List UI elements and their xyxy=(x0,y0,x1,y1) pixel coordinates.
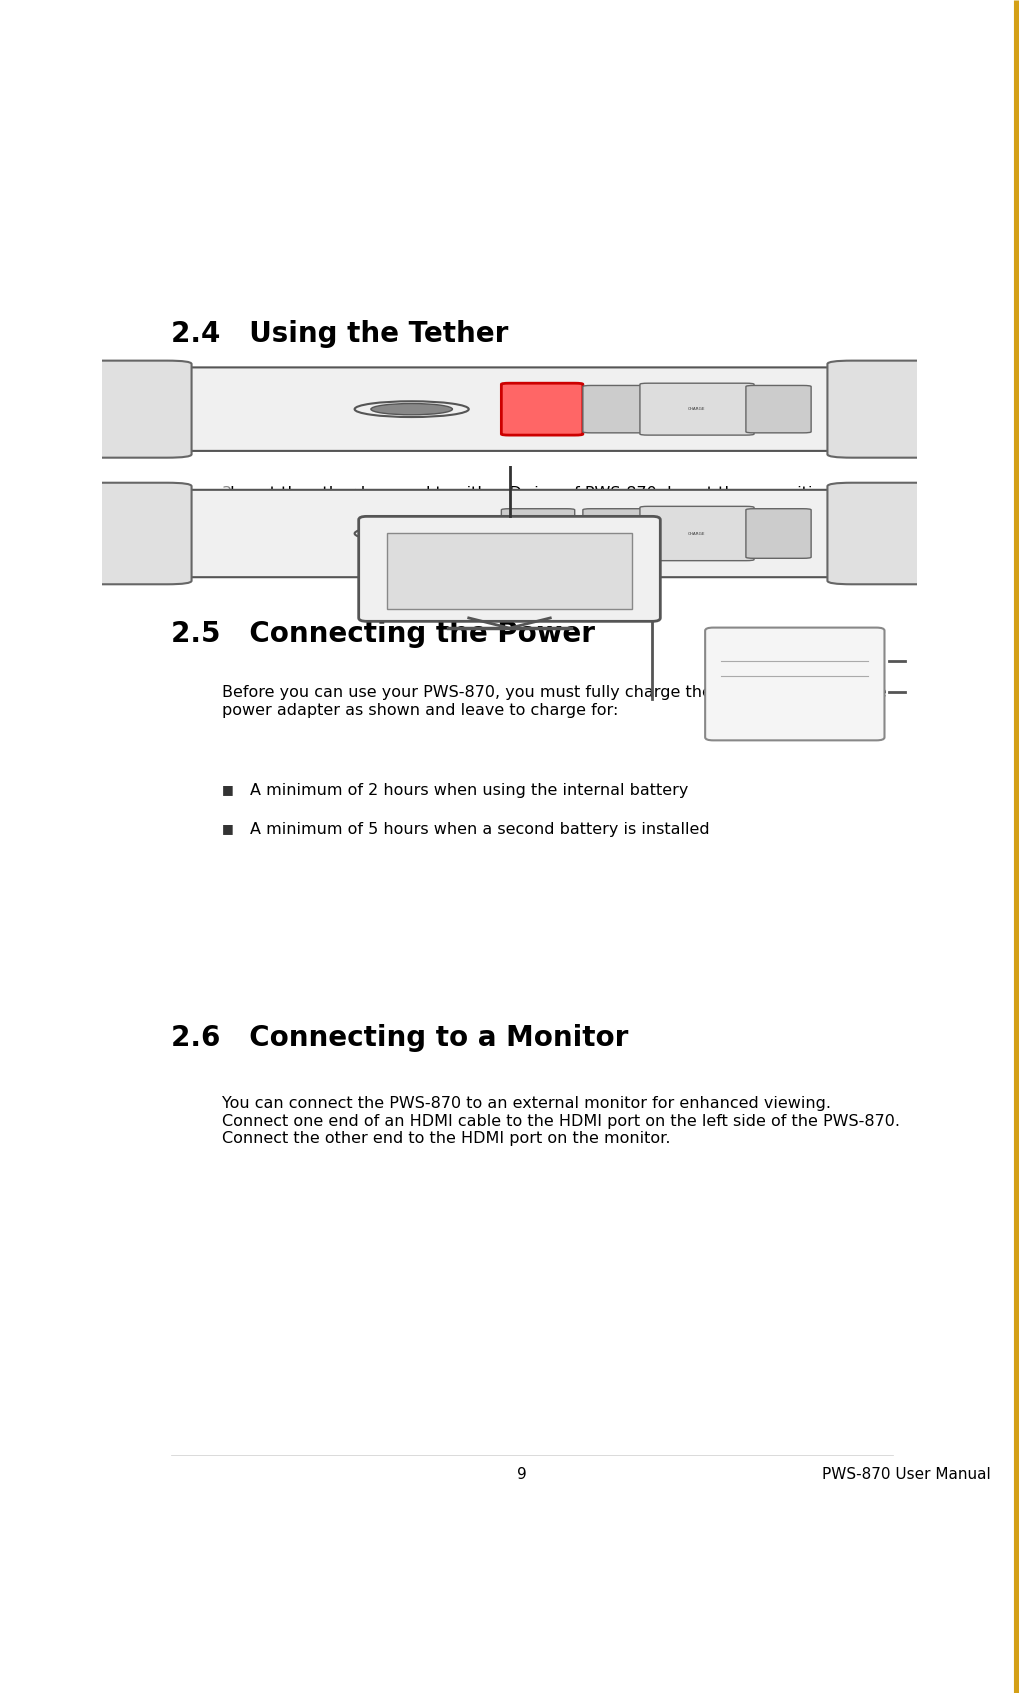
Circle shape xyxy=(371,528,452,540)
FancyBboxPatch shape xyxy=(583,508,656,559)
FancyBboxPatch shape xyxy=(77,361,192,457)
Text: 2.4   Using the Tether: 2.4 Using the Tether xyxy=(171,320,508,349)
FancyBboxPatch shape xyxy=(501,383,583,435)
FancyBboxPatch shape xyxy=(102,489,917,577)
FancyBboxPatch shape xyxy=(705,628,884,740)
Text: PWS-870 User Manual: PWS-870 User Manual xyxy=(822,1466,991,1481)
Text: CHARGE: CHARGE xyxy=(688,532,706,535)
Bar xyxy=(387,533,632,609)
FancyBboxPatch shape xyxy=(359,516,660,621)
FancyBboxPatch shape xyxy=(501,508,575,559)
FancyBboxPatch shape xyxy=(746,386,811,433)
Text: 2.5   Connecting the Power: 2.5 Connecting the Power xyxy=(171,620,595,648)
FancyBboxPatch shape xyxy=(746,508,811,559)
Text: ■: ■ xyxy=(222,823,234,835)
Text: A minimum of 2 hours when using the internal battery: A minimum of 2 hours when using the inte… xyxy=(250,784,688,799)
Circle shape xyxy=(371,403,452,415)
Text: 2.6   Connecting to a Monitor: 2.6 Connecting to a Monitor xyxy=(171,1024,628,1053)
Text: Insert the other end through the first loop and pull it tight.: Insert the other end through the first l… xyxy=(230,433,701,447)
Text: 3.: 3. xyxy=(222,486,237,501)
FancyBboxPatch shape xyxy=(102,367,917,450)
FancyBboxPatch shape xyxy=(640,383,754,435)
FancyBboxPatch shape xyxy=(640,506,754,560)
Text: Insert one of the tether’s loop end through the hole of the capacitive pen.: Insert one of the tether’s loop end thro… xyxy=(230,379,825,394)
Text: CHARGE: CHARGE xyxy=(688,406,706,411)
FancyBboxPatch shape xyxy=(77,483,192,584)
Text: 1.: 1. xyxy=(222,379,237,394)
Text: A minimum of 5 hours when a second battery is installed: A minimum of 5 hours when a second batte… xyxy=(250,823,709,838)
Text: You can connect the PWS-870 to an external monitor for enhanced viewing.
Connect: You can connect the PWS-870 to an extern… xyxy=(222,1095,900,1146)
Text: Insert the other loop end to either D-ring of PWS-870. Insert the capacitive pen: Insert the other loop end to either D-ri… xyxy=(230,486,867,518)
Text: 2.: 2. xyxy=(222,433,237,447)
FancyBboxPatch shape xyxy=(583,386,656,433)
Text: 9: 9 xyxy=(518,1466,527,1481)
Text: Before you can use your PWS-870, you must fully charge the battery.  Connect the: Before you can use your PWS-870, you mus… xyxy=(222,686,887,718)
FancyBboxPatch shape xyxy=(827,483,942,584)
Text: ■: ■ xyxy=(222,784,234,796)
FancyBboxPatch shape xyxy=(827,361,942,457)
